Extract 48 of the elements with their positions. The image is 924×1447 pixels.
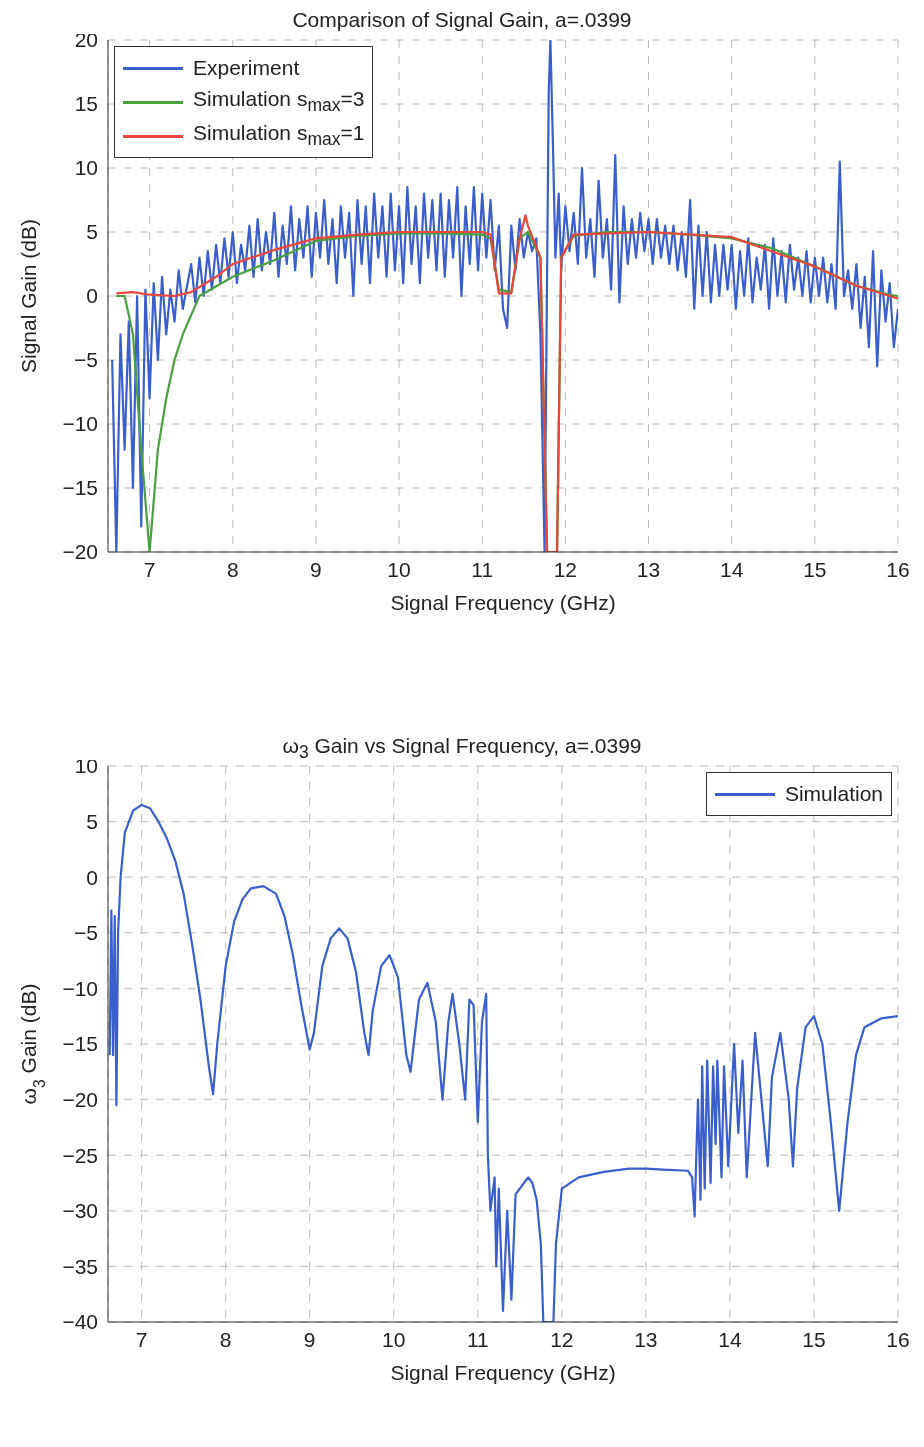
legend-label: Simulation s$_{max}$=3 [193,87,365,117]
y-tick-label: 15 [74,92,98,116]
chart-title: ω$_{3}$ Gain vs Signal Frequency, a=.0399 [282,734,642,763]
y-tick-label: −35 [62,1254,98,1278]
x-tick-label: 16 [886,557,910,581]
y-tick-label: −20 [62,1088,98,1112]
x-tick-label: 16 [886,1327,910,1351]
y-tick-label: −40 [62,1310,98,1334]
chart-title: Comparison of Signal Gain, a=.0399 [292,8,632,31]
y-tick-label: −15 [62,1032,98,1056]
y-tick-label: −30 [62,1199,98,1223]
y-tick-label: −10 [62,976,98,1000]
legend-label: Experiment [193,56,300,80]
x-tick-label: 11 [466,1327,489,1351]
y-tick-label: −25 [62,1143,98,1167]
y-tick-label: 5 [86,220,98,244]
x-tick-label: 9 [303,1327,316,1351]
x-tick-label: 13 [636,557,661,581]
y-axis-title: Signal Gain (dB) [17,218,40,374]
x-tick-label: 7 [143,557,156,581]
y-tick-label: −10 [62,412,98,436]
y-tick-label: −20 [62,540,98,564]
x-tick-label: 14 [718,1327,742,1351]
x-tick-label: 12 [550,1327,574,1351]
y-tick-label: −5 [74,921,98,945]
y-tick-label: 5 [86,810,98,834]
x-tick-label: 10 [387,557,411,581]
x-tick-label: 8 [219,1327,232,1351]
y-tick-label: 10 [74,156,98,180]
x-axis-title: Signal Frequency (GHz) [390,591,616,614]
y-tick-label: −5 [74,348,98,372]
x-tick-label: 11 [471,557,494,581]
x-tick-label: 14 [720,557,744,581]
x-tick-label: 13 [634,1327,658,1351]
x-tick-label: 10 [382,1327,406,1351]
x-tick-label: 7 [135,1327,148,1351]
x-tick-label: 15 [802,1327,826,1351]
x-axis-title: Signal Frequency (GHz) [390,1361,616,1384]
y-tick-label: 0 [86,865,98,889]
x-tick-label: 9 [310,557,322,581]
x-tick-label: 12 [553,557,578,581]
y-tick-label: −15 [62,476,98,500]
legend-label: Simulation [784,782,883,806]
x-tick-label: 8 [226,557,239,581]
line-series [111,40,898,552]
x-tick-label: 15 [803,557,827,581]
y-tick-label: 0 [86,284,98,308]
legend-label: Simulation s$_{max}$=1 [193,121,365,151]
